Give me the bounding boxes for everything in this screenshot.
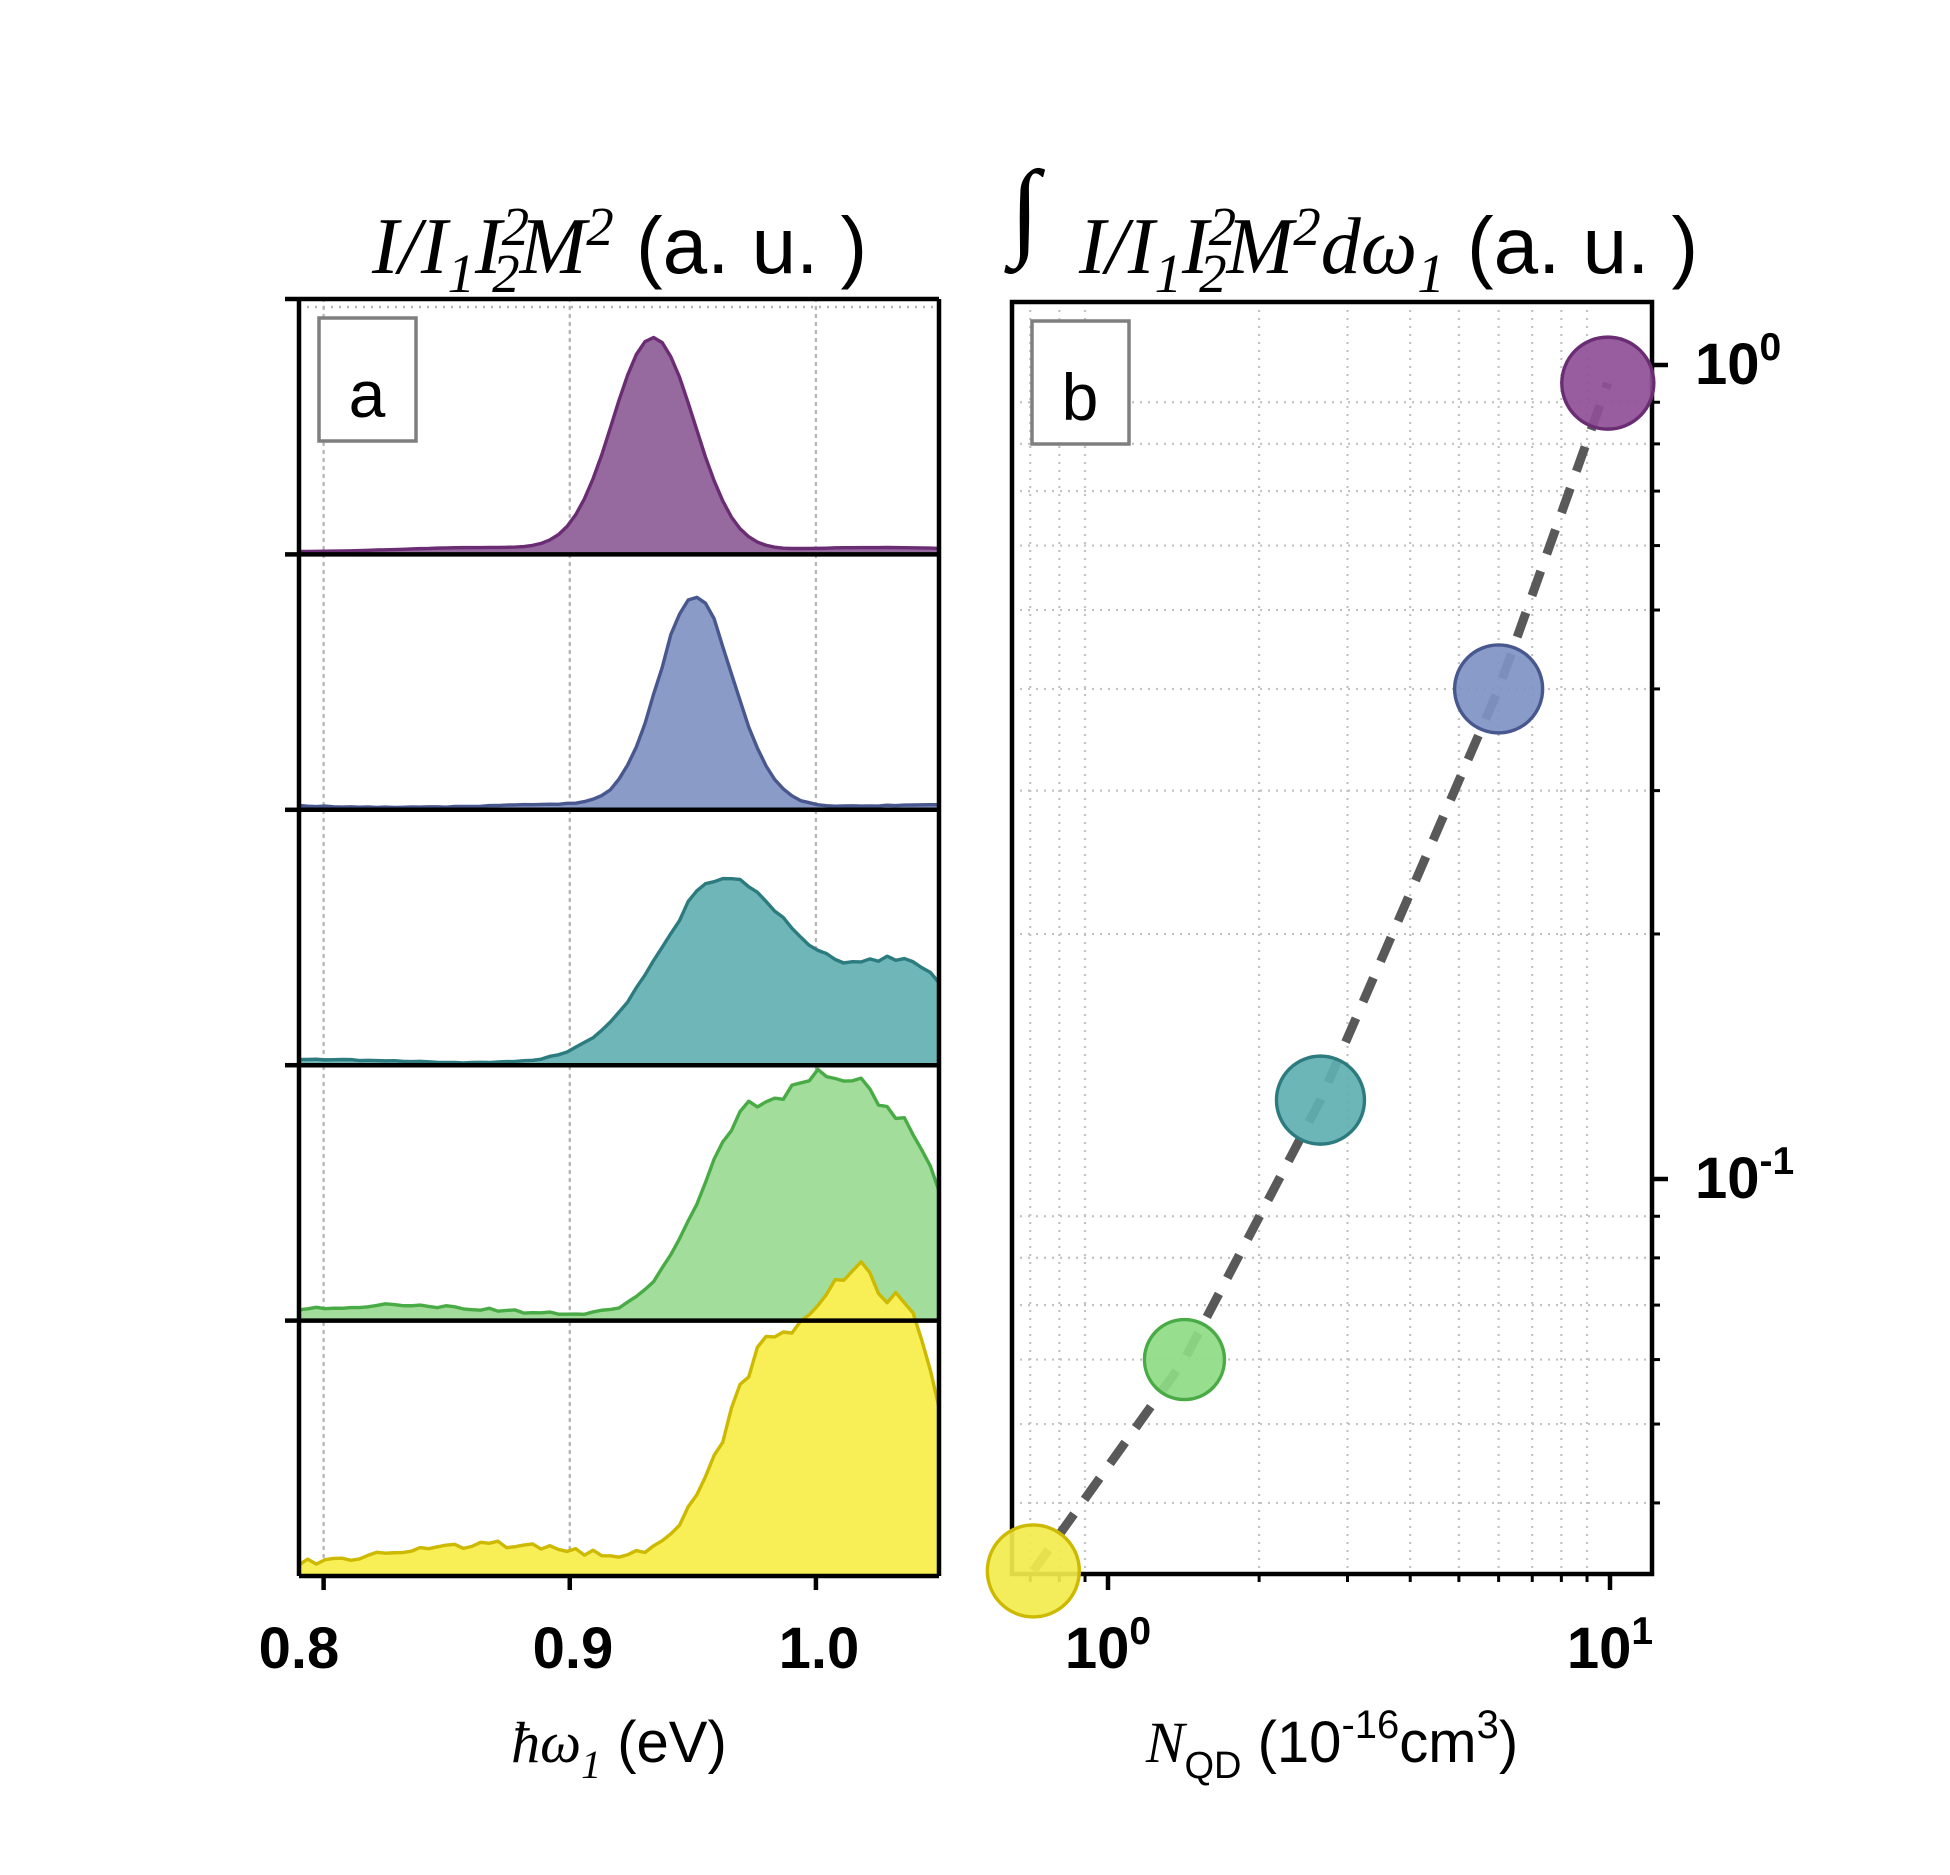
svg-text:b: b — [1062, 360, 1099, 434]
svg-text:0.9: 0.9 — [533, 1616, 614, 1681]
svg-text:0.8: 0.8 — [259, 1616, 340, 1681]
svg-text:∫: ∫ — [1004, 150, 1045, 274]
svg-text:1.0: 1.0 — [779, 1616, 860, 1681]
svg-text:a: a — [349, 357, 386, 431]
